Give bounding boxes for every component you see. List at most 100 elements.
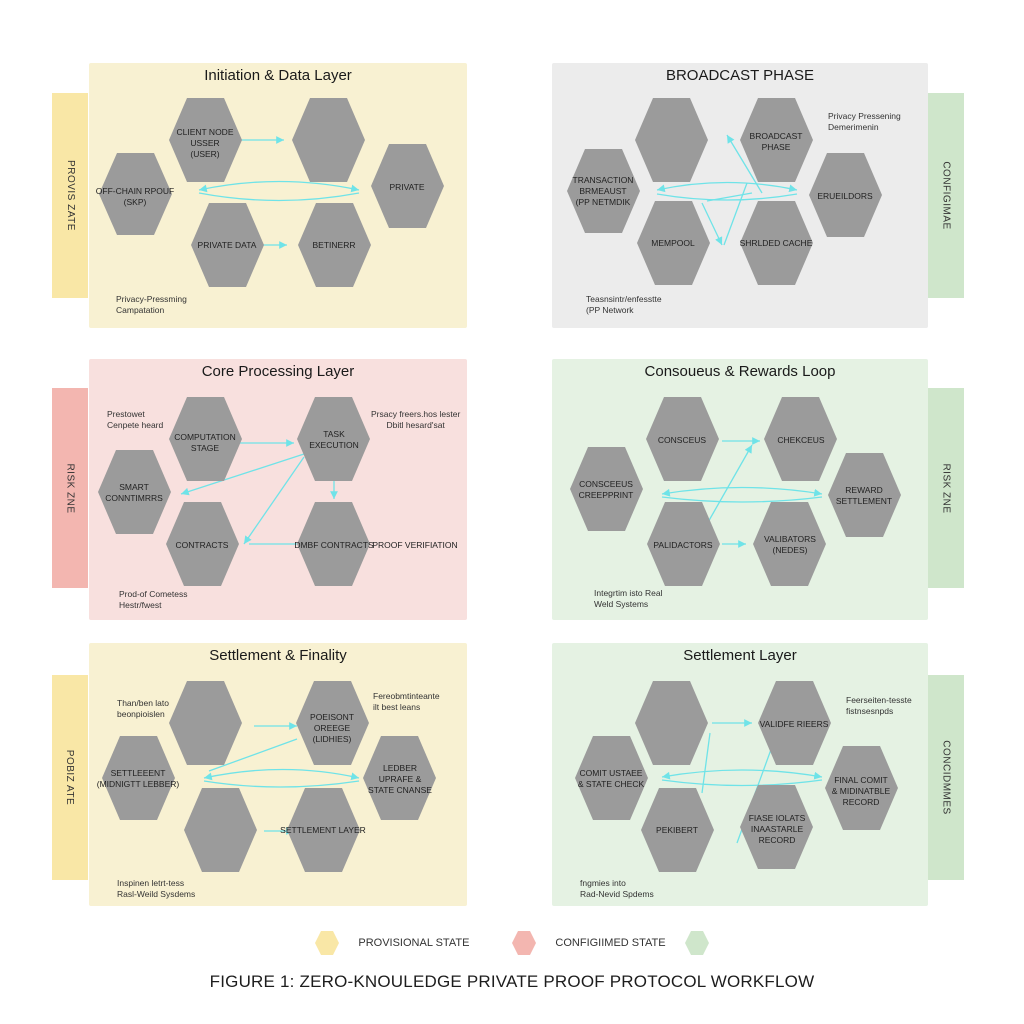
side-tag-label: RISK ZNE — [940, 462, 952, 514]
node-label: ERUEILDORS — [817, 191, 873, 201]
annotation-note: Feerseiten-tesste fistnsesnpds — [846, 695, 912, 716]
arrow — [656, 181, 798, 193]
legend-label: CONFIGIIMED STATE — [555, 937, 666, 949]
hexagon-node: PEKIBERT — [641, 788, 714, 872]
panel-initiation: Initiation & Data Layer CLIENT NODE USSER… — [89, 63, 467, 328]
node-label: PRIVATE — [389, 182, 424, 192]
side-tag-label: RISK ZNE — [64, 462, 76, 514]
node-label: SETTLEMENT LAYER — [280, 825, 366, 835]
annotation-note: Than/ben lato beonpioislen — [117, 698, 169, 719]
hexagon-node: CONSCEUS — [646, 397, 719, 481]
hexagon-node: FINAL COMIT & MIDINATBLE RECORD — [825, 746, 898, 830]
annotation-note: Privacy Pressening Demerimenin — [828, 111, 901, 132]
hexagon-node: SETTLEMENT LAYER — [280, 788, 366, 872]
arrow — [723, 182, 748, 246]
panel-title: Core Processing Layer — [201, 363, 355, 380]
hexagon-node — [169, 681, 242, 765]
hexagon-node: PRIVATE — [371, 144, 444, 228]
annotation-note: Privacy-Pressming Campatation — [116, 294, 187, 315]
side-tag-label: CONCIDMMES — [940, 740, 952, 815]
hexagon-node: FIASE IOLATS INAASTARLE RECORD — [740, 785, 813, 869]
panel-title: Settlement & Finality — [209, 647, 347, 664]
side-tag-risk: RISK ZNE — [52, 388, 88, 588]
legend: PROVISIONAL STATE CONFIGIIMED STATE — [0, 930, 1024, 956]
legend-label: PROVISIONAL STATE — [358, 937, 470, 949]
arrow — [180, 453, 305, 496]
panel-broadcast: BROADCAST PHASE BROADCAST PHASE TRANSACTI… — [552, 63, 928, 328]
node-label: DMBF CONTRACTS — [294, 540, 374, 550]
hexagon-node — [635, 98, 708, 182]
side-tag-label: POBIZ ATE — [64, 749, 76, 806]
side-tag-provisional: PROVIS ZATE — [52, 93, 88, 298]
side-tag-confirmed: CONFIGIMAE — [928, 93, 964, 298]
node-label: MEMPOOL — [651, 238, 695, 248]
hexagon-node — [292, 98, 365, 182]
node-label: FINAL COMIT & MIDINATBLE RECORD — [832, 775, 891, 807]
arrow — [661, 496, 823, 503]
hexagon-node: REWARD SETTLEMENT — [828, 453, 901, 537]
node-label: POEISONT OREEGE (LIDHIES) — [310, 712, 354, 744]
hexagon-node: SMART CONNTIMRRS — [98, 450, 171, 534]
arrow — [208, 738, 298, 772]
annotation-note: Integrtim isto Real Weld Systems — [594, 588, 663, 609]
arrow — [243, 456, 305, 545]
node-label: CLIENT NODE USSER (USER) — [177, 127, 234, 159]
node-label: CONSCEUS — [658, 435, 707, 445]
node-label: VALIDFE RIEERS — [760, 719, 829, 729]
hexagon-node: COMIT USTAEE & STATE CHECK — [575, 736, 648, 820]
node-label: TRANSACTION BRMEAUST (PP NETMDIK — [573, 175, 634, 207]
panel-settlement-finality: Settlement & Finality POEISONT OREEGE (LID… — [89, 643, 467, 906]
annotation-note: Fereobmtinteante ilt best leans — [373, 691, 440, 712]
hexagon-node: CONSCEEUS CREEPPRINT — [570, 447, 643, 531]
hexagon-node: SETTLEEENT (MIDNIGTT LEBBER) — [97, 736, 179, 820]
arrow — [198, 192, 360, 202]
hexagon-node: OFF-CHAIN RPOUF (SKP) — [96, 153, 174, 235]
node-label: VALIBATORS (NEDES) — [764, 534, 816, 555]
side-tag-provisional: POBIZ ATE — [52, 675, 88, 880]
panel-diagram: CONSCEUS CHEKCEUS CONSCEEUS CREEPPRINT RE… — [570, 397, 901, 586]
annotation-note: Inspinen letrt-tess Rasl-Weild Sysdems — [117, 878, 196, 899]
hexagon-node: DMBF CONTRACTS — [294, 502, 374, 586]
arrow — [656, 193, 798, 201]
hexagon-node: TASK EXECUTION — [297, 397, 370, 481]
annotation-note: Teasnsintr/enfesstte (PP Network — [586, 294, 662, 315]
hexagon-node: PRIVATE DATA — [191, 203, 264, 287]
panel-diagram: VALIDFE RIEERS COMIT USTAEE & STATE CHECK… — [575, 681, 898, 872]
hexagon-node: POEISONT OREEGE (LIDHIES) — [296, 681, 369, 765]
hexagon-node: CHEKCEUS — [764, 397, 837, 481]
node-label: CONSCEEUS CREEPPRINT — [579, 479, 634, 500]
panel-core-processing: Core Processing Layer COMPUTATION STAGE T… — [89, 359, 467, 620]
panel-settlement-layer: Settlement Layer VALIDFE RIEERS COMIT US… — [552, 643, 928, 906]
hexagon-node: SHRLDED CACHE — [740, 201, 813, 285]
node-label: COMPUTATION STAGE — [174, 432, 236, 453]
panel-consensus: Consoueus & Rewards Loop CONSCEUS CHEKCE… — [552, 359, 928, 620]
annotation-note: Prestowet Cenpete heard — [107, 409, 164, 430]
annotation-note: Prod-of Cometess Hestr/fwest — [119, 589, 188, 610]
hexagon-node: CLIENT NODE USSER (USER) — [169, 98, 242, 182]
hexagon-node: MEMPOOL — [637, 201, 710, 285]
legend-swatch-green — [684, 931, 709, 955]
hexagon-node: BROADCAST PHASE — [740, 98, 813, 182]
hexagon-node: CONTRACTS — [166, 502, 239, 586]
node-label: PRIVATE DATA — [198, 240, 257, 250]
arrow — [203, 768, 360, 781]
node-label: SHRLDED CACHE — [740, 238, 813, 248]
figure-caption: FIGURE 1: ZERO-KNOULEDGE PRIVATE PROOF P… — [209, 972, 815, 991]
arrow — [661, 779, 823, 787]
node-label: OFF-CHAIN RPOUF (SKP) — [96, 186, 174, 207]
side-tag-confirmed: CONCIDMMES — [928, 675, 964, 880]
node-label: CHEKCEUS — [777, 435, 825, 445]
node-label: PEKIBERT — [656, 825, 698, 835]
hexagon-node — [184, 788, 257, 872]
side-tag-risk: RISK ZNE — [928, 388, 964, 588]
annotation-note: fngmies into Rad-Nevid Spdems — [580, 878, 654, 899]
panel-title: BROADCAST PHASE — [665, 67, 815, 84]
node-label: REWARD SETTLEMENT — [836, 485, 892, 506]
legend-swatch-yellow — [315, 931, 340, 955]
arrow — [706, 444, 753, 525]
arrow — [701, 202, 723, 246]
arrow — [661, 486, 823, 497]
annotation-note: Prsacy freers.hos lester Dbitl hesard'sa… — [371, 409, 461, 430]
panel-diagram: CLIENT NODE USSER (USER) OFF-CHAIN RPOUF (S… — [96, 98, 444, 287]
node-label: SMART CONNTIMRRS — [105, 482, 163, 503]
